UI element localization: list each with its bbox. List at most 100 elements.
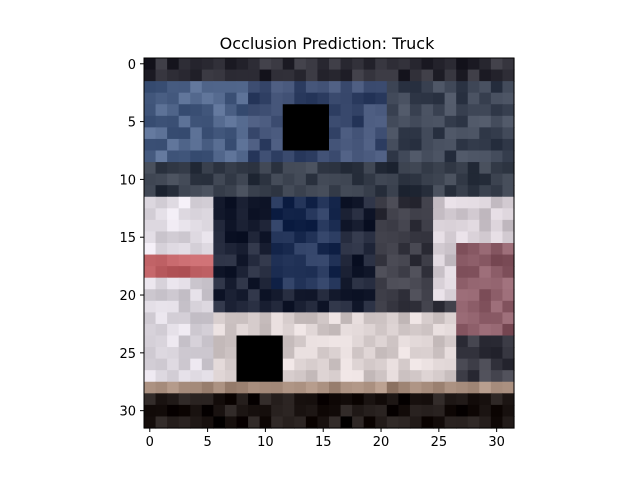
image-pixel <box>433 219 446 233</box>
image-pixel <box>363 92 376 105</box>
image-pixel <box>190 358 203 371</box>
image-pixel <box>502 289 515 302</box>
image-pixel <box>282 81 295 94</box>
image-pixel <box>201 277 214 290</box>
image-pixel <box>190 243 203 256</box>
image-pixel <box>236 300 249 313</box>
image-pixel <box>259 104 272 117</box>
image-pixel <box>456 358 469 371</box>
image-pixel <box>155 138 168 152</box>
image-pixel <box>502 231 515 244</box>
image-pixel <box>236 323 249 337</box>
image-pixel <box>409 381 423 394</box>
image-pixel <box>259 243 272 256</box>
image-pixel <box>490 162 504 175</box>
image-pixel <box>201 196 214 209</box>
image-pixel <box>386 127 399 140</box>
image-pixel <box>305 335 319 348</box>
image-pixel <box>502 92 515 105</box>
image-pixel <box>398 416 411 429</box>
image-pixel <box>467 416 480 429</box>
image-pixel <box>444 335 457 348</box>
image-pixel <box>294 254 307 267</box>
image-pixel <box>433 266 446 279</box>
image-pixel <box>224 58 238 71</box>
image-pixel <box>271 231 284 244</box>
image-pixel <box>375 358 388 371</box>
image-pixel <box>479 219 492 233</box>
image-pixel <box>294 358 307 371</box>
image-pixel <box>155 393 168 406</box>
image-pixel <box>201 185 214 198</box>
image-pixel <box>340 162 353 175</box>
image-pixel <box>329 312 342 325</box>
image-pixel <box>340 150 353 163</box>
image-pixel <box>178 219 191 233</box>
image-pixel <box>375 416 388 429</box>
image-pixel <box>456 173 469 186</box>
image-pixel <box>224 231 238 244</box>
image-pixel <box>433 231 446 244</box>
image-pixel <box>236 404 249 418</box>
image-pixel <box>375 381 388 394</box>
image-pixel <box>294 416 307 429</box>
image-pixel <box>398 370 411 383</box>
image-pixel <box>317 254 330 267</box>
image-pixel <box>305 254 319 267</box>
image-pixel <box>375 185 388 198</box>
image-pixel <box>259 277 272 290</box>
image-pixel <box>409 115 423 128</box>
image-pixel <box>224 219 238 233</box>
image-pixel <box>490 416 504 429</box>
image-pixel <box>409 277 423 290</box>
image-pixel <box>248 323 261 337</box>
image-pixel <box>467 381 480 394</box>
image-pixel <box>375 219 388 233</box>
image-pixel <box>259 81 272 94</box>
image-pixel <box>479 347 492 360</box>
image-pixel <box>409 312 423 325</box>
image-pixel <box>167 208 180 221</box>
image-pixel <box>236 266 249 279</box>
image-pixel <box>467 335 480 348</box>
image-pixel <box>282 300 295 313</box>
image-pixel <box>248 104 261 117</box>
image-pixel <box>456 127 469 140</box>
image-pixel <box>144 208 157 221</box>
image-pixel <box>329 127 342 140</box>
y-tick-label: 5 <box>128 116 136 131</box>
image-pixel <box>282 208 295 221</box>
image-pixel <box>144 254 157 267</box>
image-pixel <box>444 243 457 256</box>
image-pixel <box>340 173 353 186</box>
image-pixel <box>444 393 457 406</box>
image-pixel <box>490 381 504 394</box>
image-pixel <box>144 381 157 394</box>
image-pixel <box>502 185 515 198</box>
image-pixel <box>467 92 480 105</box>
image-pixel <box>167 312 180 325</box>
image-pixel <box>467 323 480 337</box>
image-pixel <box>502 243 515 256</box>
image-pixel <box>409 416 423 429</box>
image-pixel <box>479 185 492 198</box>
image-pixel <box>201 404 214 418</box>
image-pixel <box>259 312 272 325</box>
image-pixel <box>144 335 157 348</box>
image-pixel <box>456 277 469 290</box>
image-pixel <box>444 115 457 128</box>
image-pixel <box>305 312 319 325</box>
image-pixel <box>190 381 203 394</box>
image-pixel <box>224 370 238 383</box>
image-pixel <box>248 115 261 128</box>
image-pixel <box>421 358 434 371</box>
image-pixel <box>178 127 191 140</box>
image-pixel <box>167 323 180 337</box>
image-pixel <box>479 266 492 279</box>
image-pixel <box>467 347 480 360</box>
image-pixel <box>479 404 492 418</box>
image-pixel <box>398 92 411 105</box>
image-pixel <box>178 300 191 313</box>
image-pixel <box>167 347 180 360</box>
image-pixel <box>421 92 434 105</box>
